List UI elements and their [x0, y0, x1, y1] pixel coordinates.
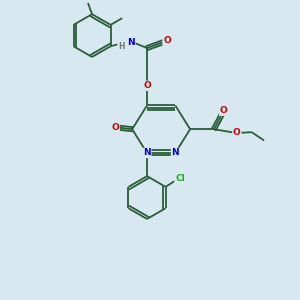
Text: O: O [163, 36, 171, 45]
Text: N: N [172, 148, 179, 158]
Text: H: H [118, 42, 124, 51]
Text: O: O [233, 128, 241, 137]
Text: O: O [220, 106, 228, 115]
Text: Cl: Cl [175, 174, 185, 183]
Text: N: N [127, 38, 135, 46]
Text: O: O [111, 123, 119, 132]
Text: N: N [143, 148, 151, 158]
Text: O: O [143, 81, 151, 90]
